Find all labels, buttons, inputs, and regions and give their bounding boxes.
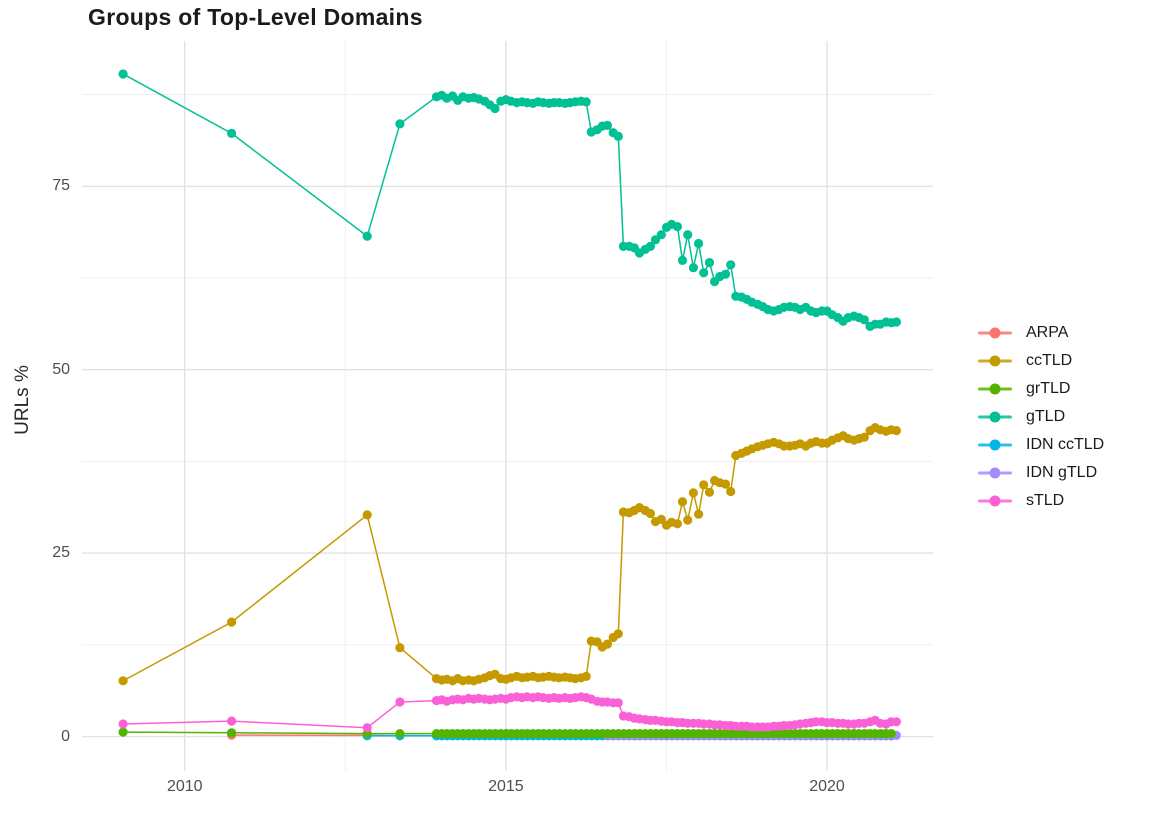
legend-key-dot-icon (989, 383, 1001, 395)
legend-key (978, 464, 1012, 482)
data-point (118, 69, 128, 79)
data-point (859, 432, 869, 442)
legend-key (978, 324, 1012, 342)
data-point (395, 729, 405, 739)
data-point (859, 315, 869, 325)
data-point (613, 629, 623, 639)
data-point (118, 719, 128, 729)
data-point (645, 508, 656, 519)
data-point (688, 263, 699, 273)
data-point (886, 729, 896, 739)
legend-key-dot-icon (989, 467, 1001, 479)
data-point (677, 497, 688, 507)
legend-item-arpa: ARPA (978, 319, 1104, 347)
data-point (699, 480, 709, 490)
data-point (891, 317, 902, 327)
legend-key-dot-icon (989, 355, 1001, 367)
data-point (672, 519, 683, 529)
series-points-gtld (118, 69, 902, 331)
legend-key-dot-icon (989, 439, 1001, 451)
data-point (699, 268, 709, 278)
y-tick-label: 25 (52, 544, 70, 562)
legend-item-grtld: grTLD (978, 375, 1104, 403)
data-point (694, 509, 704, 519)
data-point (672, 222, 683, 232)
data-point (704, 258, 715, 268)
series-points-grtld (118, 727, 896, 739)
legend-label: IDN gTLD (1026, 464, 1098, 481)
data-point (581, 97, 591, 107)
data-point (688, 488, 699, 498)
data-point (395, 643, 405, 653)
data-point (656, 230, 666, 240)
series-points-stld (118, 692, 902, 733)
legend-label: gTLD (1026, 408, 1066, 425)
legend-key-dot-icon (989, 495, 1001, 507)
series-line-gtld (122, 73, 897, 328)
data-point (683, 515, 693, 525)
data-point (395, 697, 405, 707)
legend-key (978, 352, 1012, 370)
data-point (677, 255, 688, 265)
data-point (227, 716, 237, 726)
legend-key (978, 436, 1012, 454)
legend-item-stld: sTLD (978, 487, 1104, 515)
data-point (613, 698, 623, 708)
data-point (362, 231, 372, 241)
legend-label: ccTLD (1026, 352, 1073, 369)
data-point (891, 426, 902, 436)
data-point (227, 128, 237, 138)
legend-key (978, 408, 1012, 426)
legend-item-idn-gtld: IDN gTLD (978, 459, 1104, 487)
data-point (726, 486, 736, 497)
data-point (704, 487, 715, 497)
y-tick-label: 75 (52, 177, 70, 195)
data-point (720, 269, 731, 279)
legend-key (978, 380, 1012, 398)
data-point (227, 728, 237, 738)
legend-key-dot-icon (989, 411, 1001, 423)
legend-label: IDN ccTLD (1026, 436, 1105, 453)
data-point (118, 676, 128, 686)
legend-key-dot-icon (989, 327, 1001, 339)
data-point (490, 103, 500, 114)
x-tick-label: 2010 (166, 778, 203, 795)
data-point (581, 671, 591, 682)
legend-item-cctld: ccTLD (978, 347, 1104, 375)
data-point (683, 230, 693, 240)
legend-label: sTLD (1026, 492, 1065, 509)
data-point (720, 479, 731, 489)
data-point (645, 241, 656, 251)
data-point (613, 131, 623, 141)
y-tick-label: 0 (61, 727, 70, 745)
data-point (227, 617, 237, 627)
legend-item-idn-cctld: IDN ccTLD (978, 431, 1104, 459)
x-tick-label: 2020 (809, 778, 845, 795)
data-point (694, 238, 704, 249)
legend-key (978, 492, 1012, 510)
legend: ARPA ccTLD grTLD gTLD IDN ccTLD IDN gTLD… (978, 319, 1104, 515)
series-line-cctld (122, 426, 897, 682)
data-point (602, 639, 613, 649)
data-point (362, 723, 372, 733)
data-point (118, 727, 128, 737)
series-points-cctld (118, 423, 902, 686)
data-point (726, 260, 736, 270)
legend-label: ARPA (1026, 324, 1069, 341)
data-point (891, 717, 902, 727)
x-tick-label: 2015 (488, 778, 524, 795)
legend-item-gtld: gTLD (978, 403, 1104, 431)
data-point (602, 120, 613, 130)
legend-label: grTLD (1026, 380, 1071, 397)
data-point (362, 510, 372, 520)
data-point (395, 119, 405, 129)
chart-title: Groups of Top-Level Domains (88, 4, 423, 30)
y-tick-label: 50 (52, 360, 70, 378)
